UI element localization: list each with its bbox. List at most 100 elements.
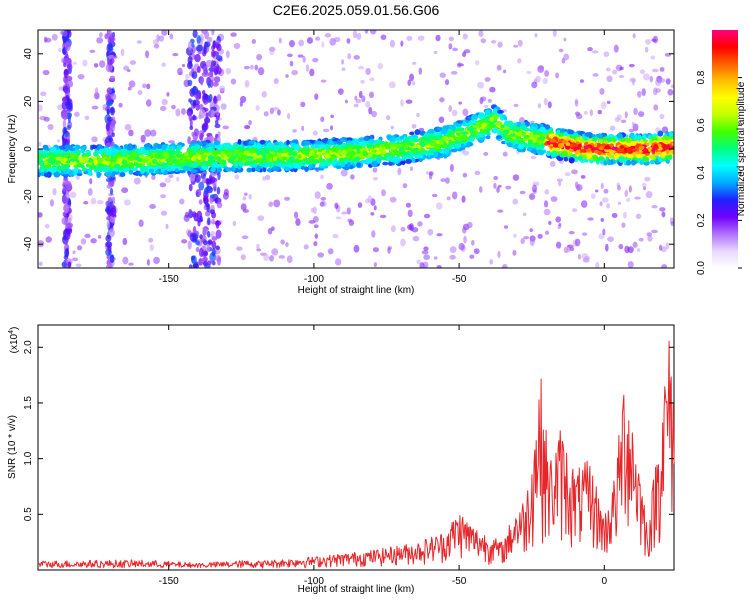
heat-ridge-dot	[448, 140, 456, 147]
heat-noise-dot	[651, 38, 657, 42]
heat-ridge-dot	[478, 112, 485, 118]
heat-noise-column-dot	[206, 36, 213, 43]
heat-ridge-dot	[333, 158, 338, 165]
heat-noise-dot	[409, 73, 415, 82]
heat-noise-dot	[448, 105, 452, 113]
heat-noise-dot	[149, 244, 154, 251]
heat-noise-dot	[76, 245, 83, 251]
snr-y-axis-label: SNR (10 * v/v)	[7, 415, 18, 479]
heat-noise-dot	[594, 189, 599, 193]
spectrogram-y-tick-label: 20	[23, 95, 34, 107]
heat-noise-dot	[334, 258, 342, 266]
snr-series-line	[37, 340, 675, 569]
heat-noise-dot	[412, 235, 420, 242]
heat-noise-dot	[51, 33, 58, 41]
heat-ridge-dot	[271, 166, 279, 172]
heat-noise-dot	[128, 129, 134, 137]
heat-noise-dot	[667, 89, 674, 96]
heat-ridge-dot	[86, 170, 92, 176]
heat-ridge-dot	[377, 140, 386, 145]
heat-noise-dot	[538, 65, 544, 70]
heat-noise-dot	[273, 78, 279, 84]
heat-ridge-core-dot	[549, 138, 557, 143]
heat-noise-column-dot	[196, 35, 201, 44]
heat-noise-dot	[49, 199, 54, 207]
heat-ridge-dot	[274, 141, 280, 146]
heat-noise-dot	[543, 200, 549, 208]
heat-noise-dot	[493, 182, 497, 189]
heat-noise-column-dot	[106, 116, 113, 122]
heat-ridge-core-dot	[42, 160, 49, 165]
heat-noise-column-dot	[204, 30, 210, 40]
heat-ridge-dot	[239, 161, 244, 167]
heat-ridge-dot	[190, 156, 195, 162]
heat-noise-column-dot	[107, 60, 113, 66]
heat-noise-dot	[241, 235, 249, 240]
heat-ridge-dot	[268, 163, 273, 168]
heat-noise-dot	[463, 235, 467, 244]
heat-noise-column-dot	[203, 187, 209, 195]
heat-ridge-dot	[226, 142, 232, 148]
heat-noise-dot	[512, 249, 517, 256]
heat-noise-dot	[474, 60, 480, 66]
heat-noise-dot	[268, 201, 274, 208]
heat-noise-dot	[439, 96, 445, 103]
heat-noise-dot	[568, 230, 575, 235]
heat-ridge-dot	[69, 147, 76, 152]
heat-ridge-dot	[98, 162, 103, 168]
heat-noise-column-dot	[194, 53, 201, 63]
snr-y-ticks: 0.5 1.0 1.5 2.0	[23, 340, 674, 521]
heat-noise-dot	[602, 228, 606, 236]
heat-ridge-dot	[245, 160, 254, 166]
heat-ridge-core-dot	[201, 154, 208, 159]
heat-noise-dot	[347, 218, 353, 223]
heat-ridge-core-dot	[500, 124, 505, 129]
heat-noise-dot	[159, 182, 167, 188]
heat-noise-dot	[353, 55, 360, 60]
heat-noise-dot	[440, 178, 446, 182]
heat-ridge-dot	[339, 138, 346, 143]
heat-ridge-dot	[110, 172, 116, 178]
heat-ridge-dot	[214, 143, 221, 149]
heat-noise-dot	[242, 196, 247, 201]
heat-noise-dot	[462, 172, 468, 178]
heat-noise-dot	[402, 183, 408, 189]
heat-noise-dot	[433, 256, 438, 260]
heat-ridge-dot	[135, 170, 141, 175]
heat-noise-dot	[477, 81, 485, 89]
heat-noise-dot	[56, 139, 61, 143]
heat-noise-column-dot	[65, 185, 73, 191]
heat-noise-dot	[649, 75, 654, 83]
heat-ridge-dot	[300, 165, 306, 170]
heat-noise-dot	[164, 177, 171, 183]
heat-ridge-dot	[42, 144, 49, 150]
heat-noise-column-dot	[214, 123, 221, 129]
heat-ridge-dot	[281, 144, 287, 149]
heat-noise-dot	[480, 38, 487, 44]
heat-ridge-dot	[492, 108, 498, 114]
heat-ridge-dot	[157, 144, 162, 150]
heat-ridge-dot	[454, 143, 461, 148]
heat-noise-column-dot	[64, 132, 69, 138]
heat-noise-dot	[612, 69, 618, 75]
heat-ridge-core-dot	[175, 153, 181, 158]
heat-ridge-core-dot	[156, 155, 164, 160]
heat-ridge-core-dot	[80, 158, 86, 164]
heat-ridge-core-dot	[188, 152, 195, 158]
heat-noise-dot	[124, 123, 132, 131]
heat-noise-column-dot	[105, 95, 112, 103]
colorbar-label: Normalized spectral amplitude	[736, 81, 747, 216]
heat-ridge-core-dot	[456, 135, 463, 141]
heat-ridge-dot	[59, 145, 64, 150]
heat-noise-dot	[312, 215, 319, 223]
heat-noise-dot	[448, 36, 455, 42]
heat-noise-dot	[575, 111, 580, 116]
heat-noise-dot	[637, 90, 642, 98]
heat-ridge-dot	[38, 150, 43, 154]
heat-ridge-core-dot	[565, 142, 571, 147]
heat-noise-dot	[400, 40, 404, 47]
heat-ridge-core-dot	[503, 129, 510, 134]
heat-ridge-dot	[177, 166, 182, 172]
heat-noise-dot	[262, 176, 267, 181]
heat-ridge-dot	[246, 167, 253, 173]
